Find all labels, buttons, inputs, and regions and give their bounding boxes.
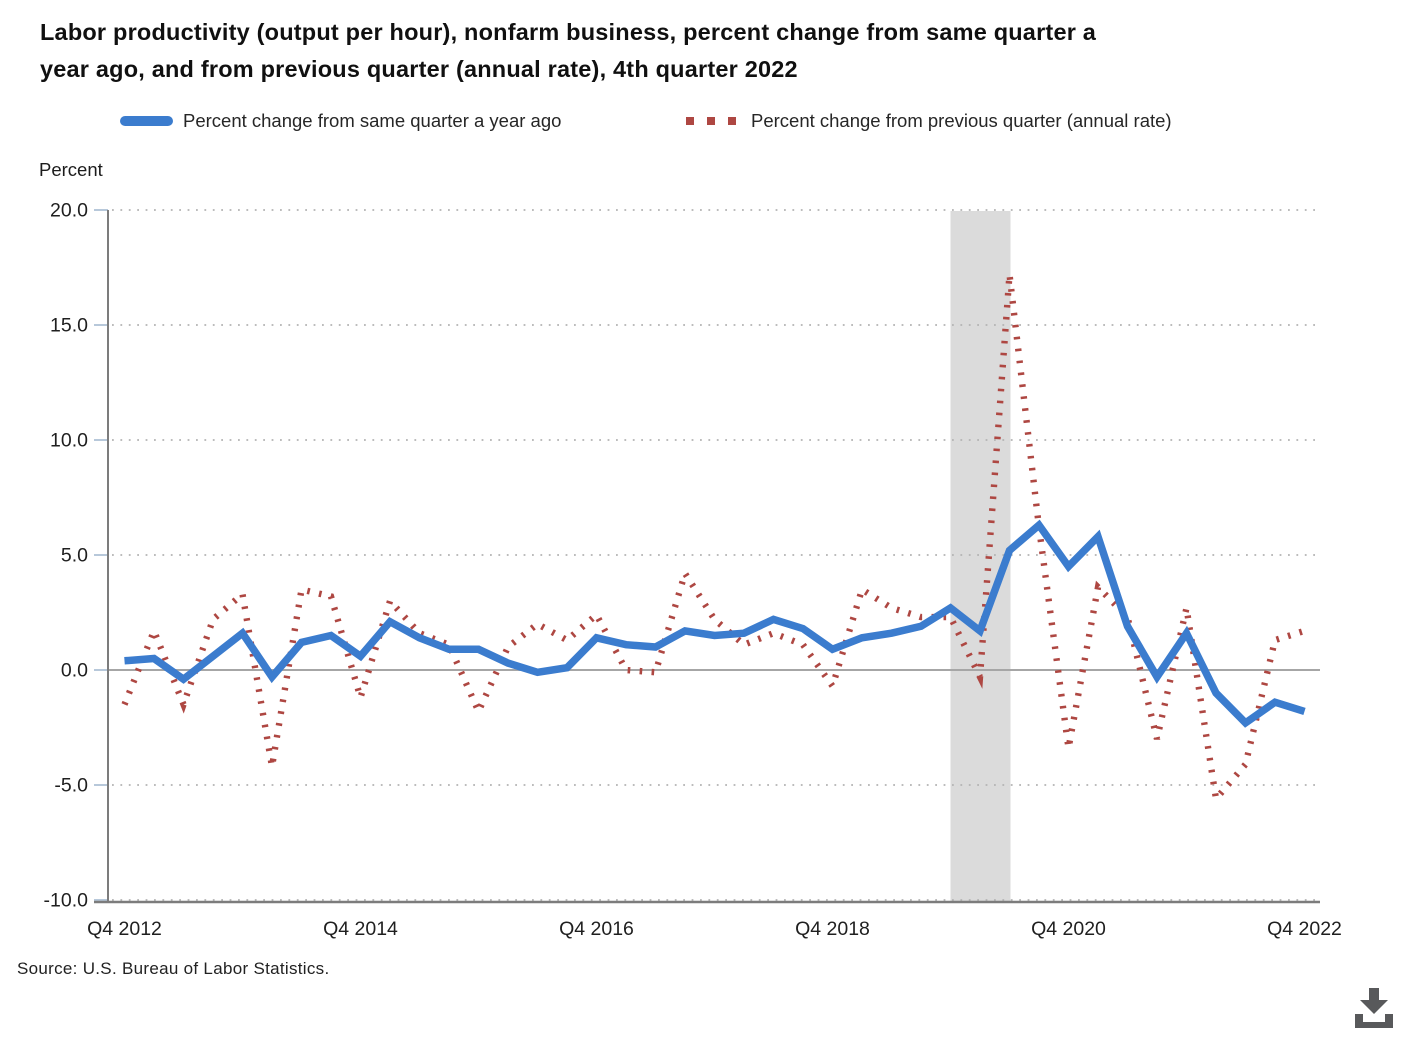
page-title: Labor productivity (output per hour), no… — [40, 14, 1320, 88]
recession-band — [950, 211, 1011, 901]
legend-label-qoq: Percent change from previous quarter (an… — [751, 110, 1172, 131]
legend-item-qoq: Percent change from previous quarter (an… — [686, 110, 1172, 132]
y-axis-tick-label: -5.0 — [54, 775, 88, 797]
qoq-dotted-series — [121, 274, 1306, 807]
page-title-line2: year ago, and from previous quarter (ann… — [40, 56, 798, 82]
download-icon — [1355, 988, 1393, 1028]
y-axis-tick-label: 10.0 — [50, 430, 88, 452]
yoy-line-series — [124, 519, 1306, 728]
download-button[interactable] — [1348, 982, 1400, 1036]
legend-item-yoy: Percent change from same quarter a year … — [120, 110, 561, 132]
y-axis-tick-label: 20.0 — [50, 200, 88, 222]
y-axis-tick-label: 0.0 — [61, 660, 88, 682]
y-axis-tick-label: -10.0 — [44, 890, 89, 912]
x-axis-tick-label: Q4 2020 — [1031, 918, 1106, 940]
x-axis-tick-label: Q4 2012 — [87, 918, 162, 940]
x-axis-tick-label: Q4 2018 — [795, 918, 870, 940]
page-title-line1: Labor productivity (output per hour), no… — [40, 19, 1097, 45]
x-axis-tick-label: Q4 2014 — [323, 918, 398, 940]
y-axis-tick-label: 15.0 — [50, 315, 88, 337]
source-note: Source: U.S. Bureau of Labor Statistics. — [17, 959, 330, 978]
y-axis-tick-label: 5.0 — [61, 545, 88, 567]
legend-line-swatch — [120, 116, 173, 126]
x-axis-tick-label: Q4 2022 — [1267, 918, 1342, 940]
y-axis-title: Percent — [39, 159, 103, 180]
x-axis-tick-label: Q4 2016 — [559, 918, 634, 940]
legend-label-yoy: Percent change from same quarter a year … — [183, 110, 562, 131]
legend-dots-swatch — [686, 117, 737, 125]
